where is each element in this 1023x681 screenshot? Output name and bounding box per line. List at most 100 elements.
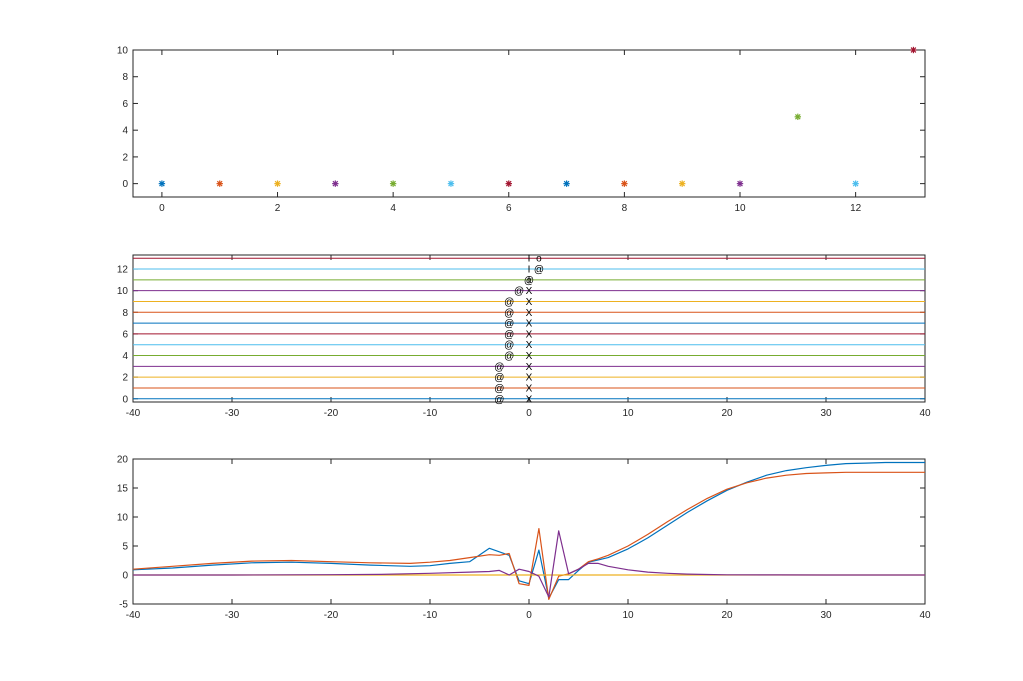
y-tick-label: 12 [117, 265, 129, 276]
y-tick-label: 8 [122, 72, 128, 83]
star-stroke [159, 180, 165, 187]
y-tick-label: 0 [122, 571, 128, 582]
y-tick-label: 15 [117, 484, 129, 495]
star-stroke [274, 180, 281, 187]
x-tick-label: 10 [622, 610, 634, 621]
star-stroke [794, 113, 801, 120]
y-tick-label: 8 [122, 308, 128, 319]
axes-3: -40 -30 -20 -10 0 10 20 30 40 -5 0 5 10 15 20 [117, 455, 931, 622]
data-point-star [736, 180, 744, 187]
text-marker: X [526, 329, 533, 340]
text-marker: @ [494, 362, 504, 373]
text-marker: @ [504, 329, 514, 340]
x-tick-label: -20 [324, 408, 339, 419]
data-point-star [274, 180, 281, 187]
x-tick-label: 0 [526, 408, 532, 419]
text-marker: @ [504, 308, 514, 319]
data-point-star [794, 113, 802, 121]
x-tick-label: -10 [423, 610, 438, 621]
text-marker: @ [504, 351, 514, 362]
axes-2: -40 -30 -20 -10 0 10 20 30 40024681012@@@@@@@@@@… [117, 254, 931, 419]
data-point-star [563, 180, 570, 187]
data-point-star [332, 180, 339, 187]
x-tick-label: 30 [820, 610, 832, 621]
x-tick-label: 20 [721, 610, 733, 621]
x-tick-label: -30 [225, 610, 240, 621]
data-point-star [910, 46, 917, 54]
star-stroke [563, 180, 570, 187]
text-marker: X [526, 297, 533, 308]
text-marker: X [526, 373, 533, 384]
y-tick-label: 10 [117, 286, 129, 297]
y-tick-label: 10 [117, 46, 129, 57]
text-marker: X [526, 362, 533, 373]
x-tick-label: 12 [850, 203, 862, 214]
text-marker: I [528, 254, 531, 265]
y-tick-label: 20 [117, 455, 129, 466]
text-marker: @ [494, 394, 504, 405]
text-marker: @ [504, 297, 514, 308]
series-line [132, 461, 925, 599]
text-marker: @ [494, 373, 504, 384]
axes-1: 0 2 4 6 8 10 12 0 2 4 6 8 10 [117, 46, 926, 214]
x-tick-label: 30 [820, 408, 832, 419]
axes-box [132, 49, 926, 198]
x-tick-label: 8 [622, 203, 628, 214]
star-stroke [505, 180, 512, 187]
text-marker: X [526, 383, 533, 394]
text-marker: o [536, 254, 542, 265]
text-marker: X [526, 308, 533, 319]
data-point-star [678, 180, 686, 187]
y-tick-label: 10 [117, 513, 129, 524]
x-tick-label: 10 [622, 408, 634, 419]
y-tick-label: 5 [122, 542, 128, 553]
x-tick-label: 40 [919, 610, 931, 621]
x-tick-label: 4 [390, 203, 396, 214]
data-point-star [852, 180, 859, 187]
y-tick-label: 2 [122, 373, 128, 384]
data-point-star [621, 180, 628, 187]
y-tick-label: -5 [119, 600, 128, 611]
series-line [132, 471, 925, 601]
y-tick-label: 6 [122, 99, 128, 110]
series-line [133, 530, 925, 598]
y-tick-label: 0 [122, 179, 128, 190]
text-marker: X [526, 286, 533, 297]
text-marker: @ [504, 340, 514, 351]
data-point-star [389, 180, 397, 187]
text-marker: @ [514, 286, 524, 297]
y-tick-label: 6 [122, 329, 128, 340]
x-tick-label: -10 [423, 408, 438, 419]
x-tick-label: 0 [526, 610, 532, 621]
star-stroke [679, 180, 686, 187]
data-point-star [158, 180, 166, 187]
x-tick-label: 0 [159, 203, 165, 214]
x-tick-label: -40 [126, 610, 141, 621]
y-tick-label: 0 [122, 394, 128, 405]
text-marker: X [526, 351, 533, 362]
x-tick-label: 10 [734, 203, 746, 214]
text-marker: I [528, 265, 531, 276]
x-tick-label: -30 [225, 408, 240, 419]
star-stroke [621, 180, 628, 187]
x-tick-label: -40 [126, 408, 141, 419]
star-stroke [737, 180, 743, 187]
y-tick-label: 4 [122, 351, 128, 362]
text-marker: I [528, 275, 531, 286]
text-marker: @ [494, 383, 504, 394]
data-point-star [216, 180, 223, 187]
star-stroke [448, 180, 454, 187]
text-marker: X [526, 394, 533, 405]
x-tick-label: -20 [324, 610, 339, 621]
star-stroke [852, 180, 859, 187]
text-marker: @ [504, 319, 514, 330]
data-point-star [505, 180, 512, 187]
x-tick-label: 6 [506, 203, 512, 214]
text-marker: X [526, 319, 533, 330]
star-stroke [216, 180, 223, 187]
y-tick-label: 4 [122, 126, 128, 137]
text-marker: @ [524, 275, 534, 286]
x-tick-label: 40 [919, 408, 931, 419]
star-stroke [910, 47, 917, 53]
